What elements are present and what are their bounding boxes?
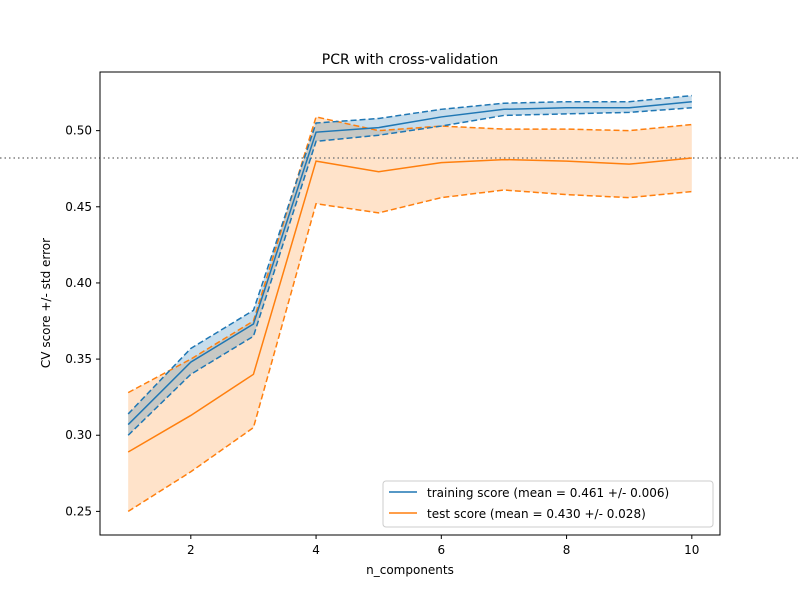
training-score-lower-line: [127, 107, 692, 436]
chart-title: PCR with cross-validation: [322, 52, 498, 68]
y-axis-ticks: 0.25 0.30 0.35 0.40 0.45 0.50: [65, 124, 100, 518]
y-tick-label: 0.45: [65, 200, 92, 214]
plot-frame: [99, 71, 721, 536]
x-axis-ticks: 2 4 6 8 10: [187, 535, 699, 557]
y-tick-label: 0.40: [65, 276, 92, 290]
x-tick-label: 2: [187, 543, 195, 557]
series-lines: [127, 94, 692, 513]
legend-label-test: test score (mean = 0.430 +/- 0.028): [427, 507, 646, 521]
legend-label-training: training score (mean = 0.461 +/- 0.006): [427, 486, 669, 500]
test-score-lower-line: [127, 189, 692, 513]
x-tick-label: 4: [312, 543, 320, 557]
legend: training score (mean = 0.461 +/- 0.006) …: [382, 480, 714, 528]
test-score-band: [128, 116, 692, 512]
x-tick-label: 8: [563, 543, 571, 557]
y-tick-label: 0.50: [65, 124, 92, 138]
x-axis-label: n_components: [366, 563, 454, 577]
error-bands: [128, 95, 692, 512]
training-score-mean-line: [127, 100, 692, 426]
y-axis-label: CV score +/- std error: [39, 238, 53, 368]
legend-box: [382, 480, 714, 528]
y-tick-label: 0.30: [65, 428, 92, 442]
x-tick-label: 10: [684, 543, 699, 557]
y-tick-label: 0.25: [65, 504, 92, 518]
x-tick-label: 6: [437, 543, 445, 557]
y-tick-label: 0.35: [65, 352, 92, 366]
training-score-upper-line: [127, 94, 692, 415]
test-score-upper-line: [127, 116, 692, 394]
test-score-mean-line: [127, 157, 692, 453]
